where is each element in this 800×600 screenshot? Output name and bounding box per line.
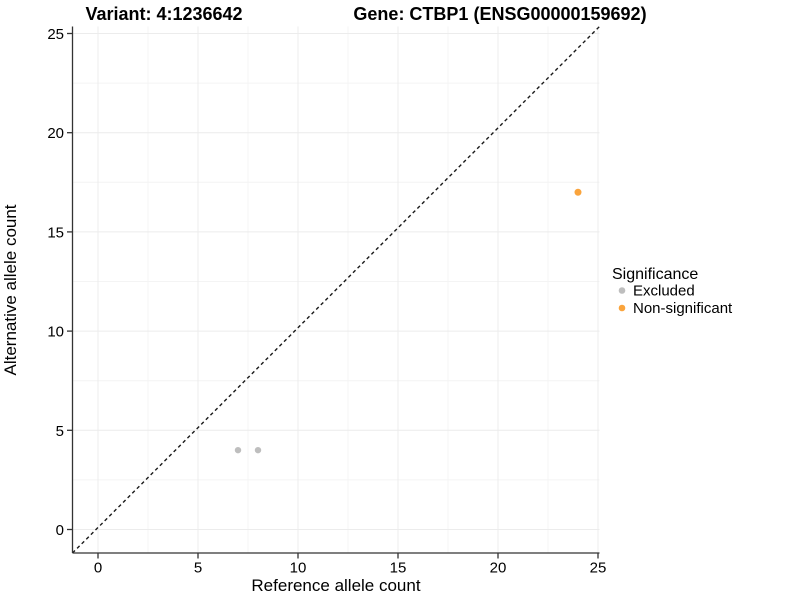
x-tick-label: 0 bbox=[94, 560, 102, 577]
identity-dashed-line bbox=[72, 26, 600, 554]
legend-key-excluded-icon bbox=[618, 287, 626, 294]
plot-title-variant: Variant: 4:1236642 bbox=[85, 4, 242, 24]
plot-title-gene: Gene: CTBP1 (ENSG00000159692) bbox=[353, 4, 646, 24]
legend-key-nonsignificant-icon bbox=[618, 304, 626, 312]
y-tick-label: 0 bbox=[56, 522, 64, 539]
y-tick-label: 10 bbox=[47, 324, 64, 341]
x-tick-label: 25 bbox=[590, 560, 607, 577]
grid-minor-lines bbox=[72, 26, 600, 553]
data-point-excluded bbox=[234, 446, 242, 454]
data-point-excluded bbox=[254, 446, 262, 454]
legend-title: Significance bbox=[612, 266, 698, 283]
x-tick-label: 15 bbox=[390, 560, 407, 577]
data-points-layer bbox=[234, 188, 582, 454]
legend-label-excluded: Excluded bbox=[633, 283, 695, 300]
x-tick-label: 5 bbox=[194, 560, 202, 577]
legend-label-nonsignificant: Non-significant bbox=[633, 300, 733, 317]
data-point-non-significant bbox=[574, 188, 582, 196]
y-axis-tick-labels: 0 5 10 15 20 25 bbox=[47, 26, 64, 539]
x-tick-label: 10 bbox=[290, 560, 307, 577]
x-axis-ticks bbox=[97, 553, 599, 559]
x-axis-tick-labels: 0 5 10 15 20 25 bbox=[94, 560, 607, 577]
legend: Significance Excluded Non-significant bbox=[612, 266, 733, 317]
y-axis-title: Alternative allele count bbox=[1, 204, 20, 375]
y-tick-label: 15 bbox=[47, 224, 64, 241]
x-axis-title: Reference allele count bbox=[251, 576, 420, 595]
x-tick-label: 20 bbox=[490, 560, 507, 577]
y-tick-label: 5 bbox=[56, 423, 64, 440]
y-tick-label: 20 bbox=[47, 125, 64, 142]
grid-major-lines bbox=[72, 26, 600, 553]
y-axis-ticks bbox=[67, 32, 73, 531]
y-tick-label: 25 bbox=[47, 26, 64, 43]
